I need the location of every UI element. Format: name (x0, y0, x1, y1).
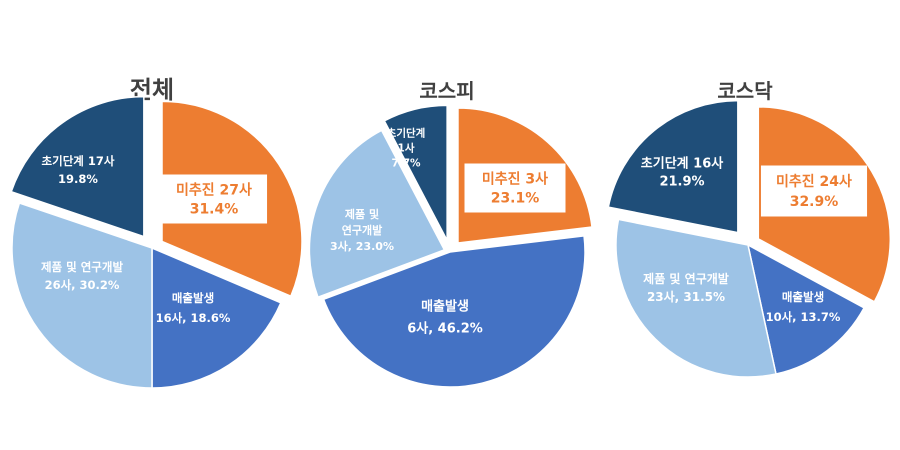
data-label-line: 7.7% (391, 158, 421, 170)
data-label-line: 1사 (398, 142, 415, 155)
data-label-line: 미추진 24사 (776, 173, 852, 190)
data-label-not-pursued: 미추진 3사 23.1% (464, 163, 566, 213)
data-label-revenue-generated: 매출발생 6사, 46.2% (407, 299, 483, 337)
data-label-line: 32.9% (790, 194, 839, 210)
data-label-line: 매출발생 (172, 291, 214, 305)
data-label-line: 연구개발 (342, 223, 382, 237)
data-label-line: 제품 및 연구개발 (41, 260, 123, 274)
data-label-early-stage: 초기단계 16사 21.9% (641, 156, 723, 190)
pie-slice-revenue-generated (746, 243, 866, 375)
pie-slice-early-stage (383, 104, 448, 241)
data-label-line: 19.8% (58, 172, 98, 186)
data-label-line: 23사, 31.5% (647, 289, 725, 304)
data-label-line: 초기단계 16사 (641, 156, 723, 172)
data-label-line: 초기단계 (387, 127, 426, 140)
data-label-line: 16사, 18.6% (156, 311, 231, 325)
data-label-line: 21.9% (659, 175, 704, 190)
data-label-line: 제품 및 (345, 207, 379, 221)
data-label-revenue-generated: 매출발생 16사, 18.6% (156, 291, 231, 325)
data-label-box (464, 163, 566, 213)
data-label-line: 매출발생 (782, 290, 824, 304)
pie-slice-product-rnd (308, 129, 446, 299)
data-label-product-rnd: 제품 및 연구개발 26사, 30.2% (41, 260, 123, 292)
data-label-line: 31.4% (190, 201, 239, 217)
data-label-revenue-generated: 매출발생 10사, 13.7% (766, 290, 841, 324)
data-label-line: 6사, 46.2% (407, 321, 483, 337)
data-label-line: 미추진 27사 (176, 181, 252, 198)
pie-slice-early-stage (10, 95, 145, 238)
data-label-line: 제품 및 연구개발 (643, 271, 729, 286)
pie-slice-revenue-generated (151, 246, 282, 389)
data-label-line: 23.1% (491, 190, 540, 206)
data-label-box (760, 165, 868, 217)
data-label-line: 26사, 30.2% (45, 278, 120, 292)
chart-title: 코스닥 (717, 79, 773, 103)
data-label-line: 10사, 13.7% (766, 310, 841, 324)
pie-slice-early-stage (607, 99, 739, 234)
pie-slice-revenue-generated (322, 235, 586, 388)
data-label-line: 매출발생 (421, 299, 469, 315)
chart-title: 코스피 (419, 79, 474, 103)
data-label-early-stage: 초기단계 17사 19.8% (42, 154, 115, 186)
data-label-box (160, 174, 268, 224)
pie-slice-product-rnd (11, 202, 153, 389)
data-label-not-pursued: 미추진 24사 32.9% (760, 165, 868, 217)
pie-slice-product-rnd (615, 218, 777, 378)
data-label-line: 미추진 3사 (482, 170, 548, 187)
data-label-not-pursued: 미추진 27사 31.4% (160, 174, 268, 224)
data-label-product-rnd: 제품 및 연구개발 23사, 31.5% (643, 271, 729, 304)
data-label-line: 초기단계 17사 (42, 154, 115, 168)
data-label-early-stage: 초기단계 1사 7.7% (387, 127, 426, 170)
data-label-line: 3사, 23.0% (330, 239, 394, 253)
